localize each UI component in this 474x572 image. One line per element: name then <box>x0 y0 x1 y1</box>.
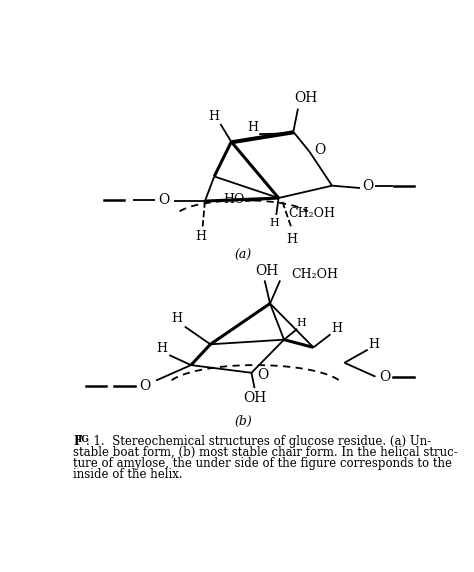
Text: O: O <box>139 379 150 393</box>
Text: (b): (b) <box>234 415 252 428</box>
Text: O: O <box>258 368 269 382</box>
Text: H: H <box>247 121 258 134</box>
Text: inside of the helix.: inside of the helix. <box>73 467 183 480</box>
Text: OH: OH <box>255 264 279 278</box>
Text: H: H <box>270 217 280 228</box>
Text: H: H <box>209 110 220 123</box>
Text: H: H <box>156 341 167 355</box>
Text: H: H <box>368 338 379 351</box>
Text: IG: IG <box>78 435 90 444</box>
Text: O: O <box>379 370 391 384</box>
Text: OH: OH <box>294 91 317 105</box>
Text: CH₂OH: CH₂OH <box>292 268 339 281</box>
Text: F: F <box>73 435 82 448</box>
Text: O: O <box>314 143 325 157</box>
Text: H: H <box>172 312 182 325</box>
Text: H: H <box>296 317 306 328</box>
Text: H: H <box>286 233 297 246</box>
Text: O: O <box>362 180 374 193</box>
Text: (a): (a) <box>234 248 252 261</box>
Text: H: H <box>331 321 342 335</box>
Text: HO: HO <box>223 193 244 206</box>
Text: O: O <box>158 193 170 206</box>
Text: . 1.  Stereochemical structures of glucose residue. (a) Un-: . 1. Stereochemical structures of glucos… <box>86 435 432 448</box>
Text: ture of amylose, the under side of the figure corresponds to the: ture of amylose, the under side of the f… <box>73 456 452 470</box>
Text: stable boat form, (b) most stable chair form. In the helical struc-: stable boat form, (b) most stable chair … <box>73 446 458 459</box>
Text: H: H <box>195 230 206 243</box>
Text: CH₂OH: CH₂OH <box>288 207 335 220</box>
Text: OH: OH <box>244 391 267 405</box>
